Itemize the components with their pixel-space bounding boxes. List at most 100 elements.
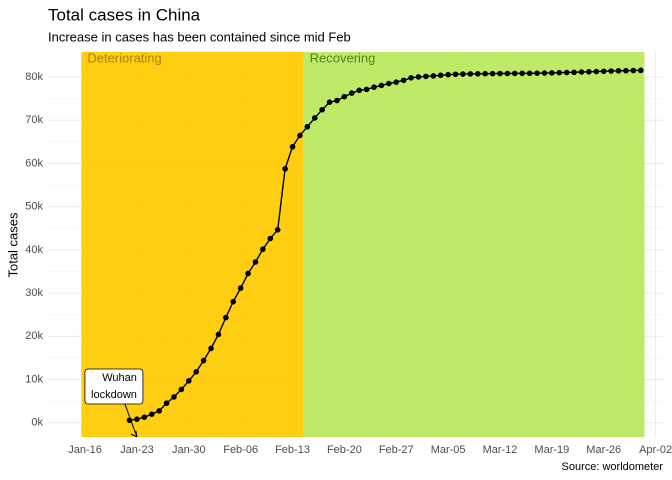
point	[512, 70, 518, 77]
point	[415, 74, 422, 80]
point	[326, 99, 333, 105]
y-tick-label: 80k	[25, 71, 43, 83]
point	[356, 87, 363, 94]
point	[171, 394, 177, 400]
annotation-text: lockdown	[91, 389, 137, 401]
point	[526, 70, 533, 77]
point	[400, 77, 407, 84]
point	[482, 70, 488, 77]
point	[304, 123, 311, 130]
x-tick-label: Mar-26	[586, 444, 621, 456]
point	[593, 68, 600, 75]
point	[274, 226, 281, 233]
chart-title: Total cases in China	[48, 5, 201, 24]
point	[245, 270, 251, 277]
region	[303, 52, 645, 437]
annotation-box	[84, 368, 144, 405]
y-tick-label: 40k	[25, 244, 43, 256]
point	[571, 69, 577, 76]
point	[489, 70, 496, 77]
point	[608, 68, 614, 74]
point	[134, 416, 140, 422]
point	[148, 411, 155, 418]
point	[208, 345, 214, 352]
point	[637, 67, 644, 74]
y-tick-label: 30k	[25, 287, 43, 299]
x-tick-label: Feb-27	[379, 444, 414, 456]
line	[129, 69, 641, 421]
point	[504, 70, 511, 77]
chart-subtitle: Increase in cases has been contained sin…	[48, 29, 351, 44]
point	[437, 72, 444, 79]
point	[586, 68, 592, 75]
point	[193, 368, 199, 375]
point	[163, 400, 170, 407]
point	[615, 68, 622, 74]
point	[497, 70, 503, 77]
point	[341, 93, 348, 100]
y-tick-label: 20k	[25, 330, 43, 342]
x-tick-label: Jan-30	[172, 444, 206, 456]
point	[297, 132, 303, 139]
y-tick-label: 70k	[25, 114, 43, 126]
point	[363, 86, 370, 93]
point	[215, 331, 222, 338]
annotation-arrowhead	[130, 430, 138, 438]
point	[578, 69, 585, 75]
point	[423, 73, 429, 80]
point	[156, 408, 162, 414]
x-tick-label: Feb-06	[223, 444, 258, 456]
point	[474, 71, 481, 77]
point	[534, 70, 540, 76]
point	[623, 67, 629, 74]
point	[556, 69, 563, 76]
y-tick-label: 10k	[25, 373, 43, 385]
x-tick-label: Feb-20	[327, 444, 362, 456]
point	[252, 259, 259, 265]
x-tick-label: Apr-02	[639, 444, 672, 456]
y-axis-label: Total cases	[5, 212, 20, 278]
point	[185, 378, 192, 384]
region-label: Deteriorating	[87, 50, 161, 65]
x-tick-label: Mar-19	[534, 444, 569, 456]
point	[600, 68, 607, 75]
point	[541, 70, 548, 76]
point	[267, 235, 274, 242]
point	[348, 90, 355, 96]
point	[430, 73, 437, 79]
source: Source: worldometer	[562, 461, 664, 473]
point	[630, 67, 637, 74]
point	[452, 71, 459, 78]
annotation-text: Wuhan	[102, 372, 137, 384]
annotation-arrow	[124, 403, 138, 438]
x-tick-label: Feb-13	[275, 444, 310, 456]
point	[519, 70, 526, 77]
x-tick-label: Mar-05	[431, 444, 466, 456]
x-tick-label: Jan-23	[120, 444, 154, 456]
point	[386, 80, 392, 87]
point	[549, 70, 555, 76]
point	[378, 82, 385, 89]
point	[282, 166, 288, 172]
point	[230, 298, 237, 305]
x-tick-label: Jan-16	[68, 444, 102, 456]
point	[311, 115, 318, 121]
point	[393, 79, 400, 85]
point	[141, 414, 148, 420]
point	[334, 97, 340, 104]
point	[260, 246, 266, 252]
point	[237, 285, 244, 291]
point	[200, 357, 207, 364]
point	[563, 69, 570, 76]
point	[467, 71, 474, 77]
point	[178, 386, 185, 393]
point	[408, 75, 414, 81]
point	[319, 106, 325, 113]
point	[223, 314, 229, 321]
point	[460, 71, 466, 77]
x-tick-label: Mar-12	[483, 444, 518, 456]
y-tick-label: 50k	[25, 201, 43, 213]
y-tick-label: 0k	[31, 417, 43, 429]
point	[445, 71, 451, 78]
